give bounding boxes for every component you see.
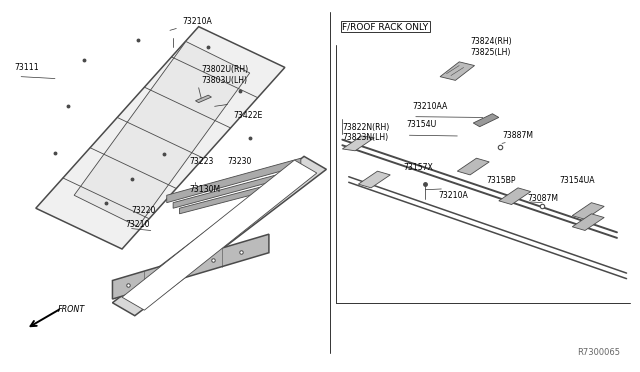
Polygon shape (458, 158, 489, 175)
Polygon shape (167, 158, 301, 203)
Text: 73157X: 73157X (403, 163, 433, 172)
Text: 73130M: 73130M (189, 185, 220, 194)
Polygon shape (342, 136, 374, 151)
Polygon shape (113, 156, 326, 316)
Text: 73210A: 73210A (438, 191, 468, 200)
Text: 73210AA: 73210AA (413, 102, 448, 111)
Text: 73230: 73230 (227, 157, 252, 166)
Text: 7315BP: 7315BP (486, 176, 516, 185)
Text: 73220: 73220 (132, 206, 156, 215)
Text: 73154UA: 73154UA (559, 176, 595, 185)
Polygon shape (122, 160, 317, 310)
Text: FRONT: FRONT (58, 305, 85, 314)
Text: 73887M: 73887M (502, 131, 533, 141)
Polygon shape (179, 175, 307, 214)
Polygon shape (358, 171, 390, 188)
Polygon shape (113, 234, 269, 299)
Text: 73087M: 73087M (527, 195, 559, 203)
Polygon shape (36, 27, 285, 249)
Polygon shape (499, 188, 531, 205)
Polygon shape (572, 203, 604, 219)
Polygon shape (74, 41, 250, 227)
Polygon shape (440, 62, 474, 80)
Polygon shape (572, 214, 604, 231)
Text: F/ROOF RACK ONLY: F/ROOF RACK ONLY (342, 22, 428, 31)
Text: 73111: 73111 (15, 63, 40, 72)
Text: 73223: 73223 (189, 157, 214, 166)
Text: 73154U: 73154U (406, 121, 436, 129)
Text: 73422E: 73422E (234, 111, 263, 120)
Text: 73802U(RH)
73803U(LH): 73802U(RH) 73803U(LH) (202, 65, 249, 84)
Text: 73822N(RH)
73823N(LH): 73822N(RH) 73823N(LH) (342, 122, 390, 142)
Polygon shape (473, 114, 499, 127)
Text: R7300065: R7300065 (577, 348, 620, 357)
Polygon shape (173, 167, 304, 208)
Text: 73824(RH)
73825(LH): 73824(RH) 73825(LH) (470, 37, 512, 57)
Text: 73210A: 73210A (182, 17, 212, 26)
Polygon shape (195, 95, 211, 103)
Text: 73210: 73210 (125, 221, 150, 230)
